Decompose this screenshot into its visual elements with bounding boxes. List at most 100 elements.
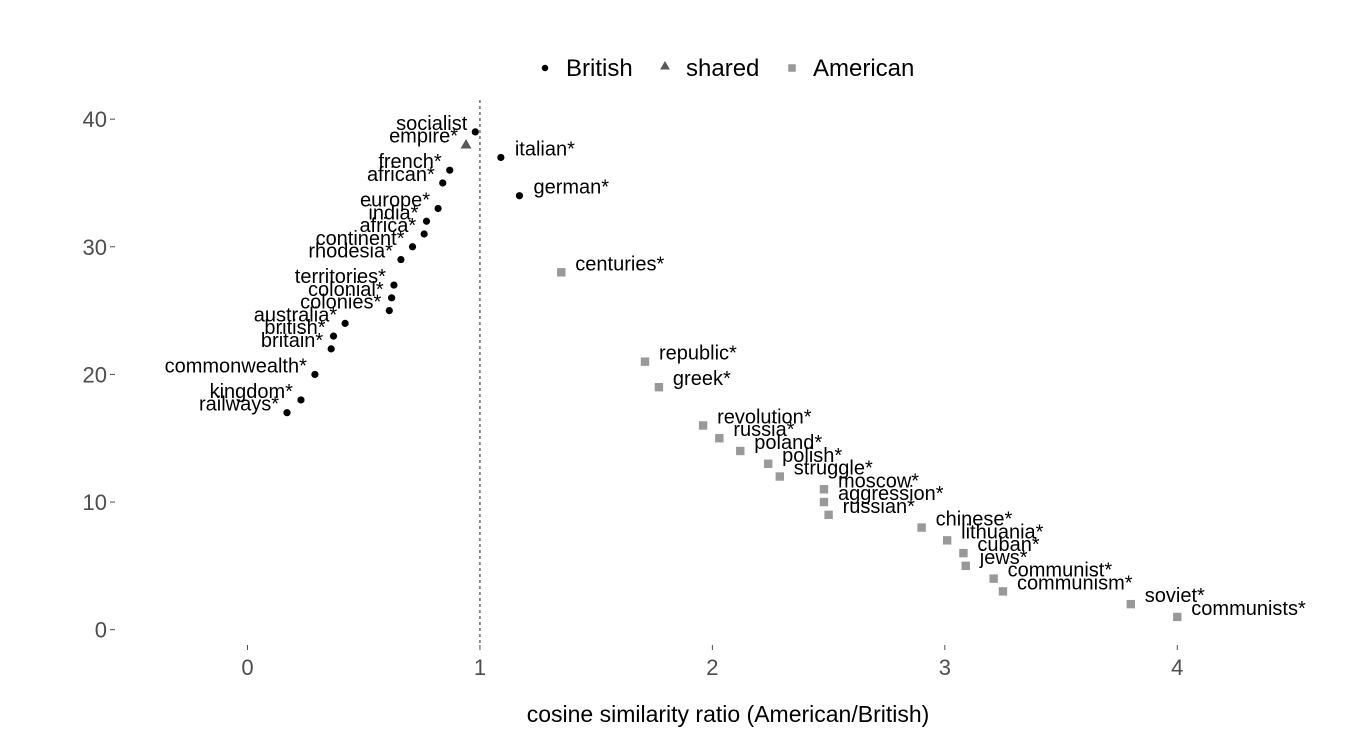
legend-key-american xyxy=(788,64,796,72)
point-label: railways* xyxy=(199,394,279,416)
point-american xyxy=(989,574,998,583)
point-label: jews* xyxy=(979,547,1028,569)
point-label: continent* xyxy=(316,228,405,250)
point-label: kingdom* xyxy=(210,381,294,403)
point-british xyxy=(434,204,442,213)
point-label: commonwealth* xyxy=(165,355,308,377)
point-label: cuban* xyxy=(977,534,1039,556)
point-british xyxy=(420,230,428,238)
point-shared xyxy=(460,139,472,149)
point-british xyxy=(446,166,454,174)
y-tick-label: 40 xyxy=(83,107,107,132)
point-british xyxy=(515,192,524,200)
y-tick-label: 20 xyxy=(83,362,107,387)
point-label: africa* xyxy=(359,215,416,237)
point-label: republic* xyxy=(659,343,737,365)
y-tick-label: 0 xyxy=(95,618,107,643)
point-label: italian* xyxy=(515,138,575,160)
point-american xyxy=(942,536,952,545)
x-tick-label: 3 xyxy=(939,655,951,680)
point-label: chinese* xyxy=(936,509,1013,531)
point-american xyxy=(959,548,968,558)
x-tick-label: 0 xyxy=(241,655,253,680)
point-british xyxy=(471,128,479,136)
point-label: territories* xyxy=(295,266,386,288)
point-label: british* xyxy=(264,317,325,339)
data-points xyxy=(283,128,1182,622)
point-label: empire* xyxy=(389,126,458,148)
point-british xyxy=(388,294,396,302)
y-axis: 0 10 20 30 40 xyxy=(83,107,115,643)
point-british xyxy=(311,370,319,379)
x-tick-label: 4 xyxy=(1171,655,1183,680)
point-label: lithuania* xyxy=(961,521,1044,543)
point-label: poland* xyxy=(754,432,822,454)
point-american xyxy=(698,421,708,430)
legend-key-shared xyxy=(660,61,670,70)
point-label: revolution* xyxy=(717,406,812,428)
point-label: india* xyxy=(368,202,418,224)
point-british xyxy=(439,179,447,187)
point-label: greek* xyxy=(673,368,731,390)
point-label: african* xyxy=(367,164,435,186)
legend: British shared American xyxy=(541,55,914,82)
point-label: russia* xyxy=(733,419,794,441)
legend-label: British xyxy=(566,55,633,82)
point-label: moscow* xyxy=(838,470,919,492)
legend-key-british xyxy=(541,64,549,72)
point-label: russian* xyxy=(843,496,915,518)
point-american xyxy=(917,523,926,532)
point-british xyxy=(297,396,305,404)
point-label: polish* xyxy=(782,445,842,467)
point-american xyxy=(640,357,650,366)
point-label: communist* xyxy=(1008,560,1113,582)
point-american xyxy=(736,446,745,456)
point-label: soviet* xyxy=(1145,585,1205,607)
data-labels: socialist italian* french*african* german* e… xyxy=(165,113,1306,620)
point-british xyxy=(329,332,338,340)
point-american xyxy=(824,510,833,520)
point-label: struggle* xyxy=(794,458,873,480)
point-label: german* xyxy=(533,177,609,199)
point-american xyxy=(961,561,970,571)
point-british xyxy=(397,255,405,264)
point-label: europe* xyxy=(360,189,430,211)
point-american xyxy=(775,472,785,481)
x-tick-label: 2 xyxy=(706,655,718,680)
point-label: communism* xyxy=(1017,572,1133,594)
point-british xyxy=(497,153,505,162)
y-tick-label: 30 xyxy=(83,235,107,260)
point-british xyxy=(283,409,291,417)
point-american xyxy=(763,459,773,468)
point-label: french* xyxy=(378,151,442,173)
point-label: aggression* xyxy=(838,483,944,505)
legend-label: shared xyxy=(686,55,759,82)
point-american xyxy=(1173,612,1182,622)
legend-label: American xyxy=(813,55,914,82)
x-axis-title: cosine similarity ratio (American/Britis… xyxy=(527,701,930,727)
point-american xyxy=(715,434,724,443)
point-british xyxy=(422,217,431,225)
point-label: rhodesia* xyxy=(308,241,393,263)
point-american xyxy=(1126,599,1135,609)
point-british xyxy=(327,345,335,353)
point-label: communists* xyxy=(1191,598,1306,620)
point-label: socialist xyxy=(396,113,468,135)
x-axis: 0 1 2 3 4 xyxy=(241,645,1183,680)
point-american xyxy=(998,587,1008,596)
y-tick-label: 10 xyxy=(83,490,107,515)
point-american xyxy=(654,382,664,392)
point-british xyxy=(341,319,349,327)
point-label: australia* xyxy=(254,304,338,326)
point-british xyxy=(385,306,393,315)
point-british xyxy=(408,243,417,251)
point-american xyxy=(819,497,829,507)
point-label: britain* xyxy=(261,330,323,352)
point-label: colonies* xyxy=(300,292,381,314)
point-american xyxy=(557,268,566,277)
point-label: centuries* xyxy=(575,253,664,275)
point-british xyxy=(390,281,398,289)
x-tick-label: 1 xyxy=(474,655,486,680)
point-american xyxy=(819,485,829,494)
